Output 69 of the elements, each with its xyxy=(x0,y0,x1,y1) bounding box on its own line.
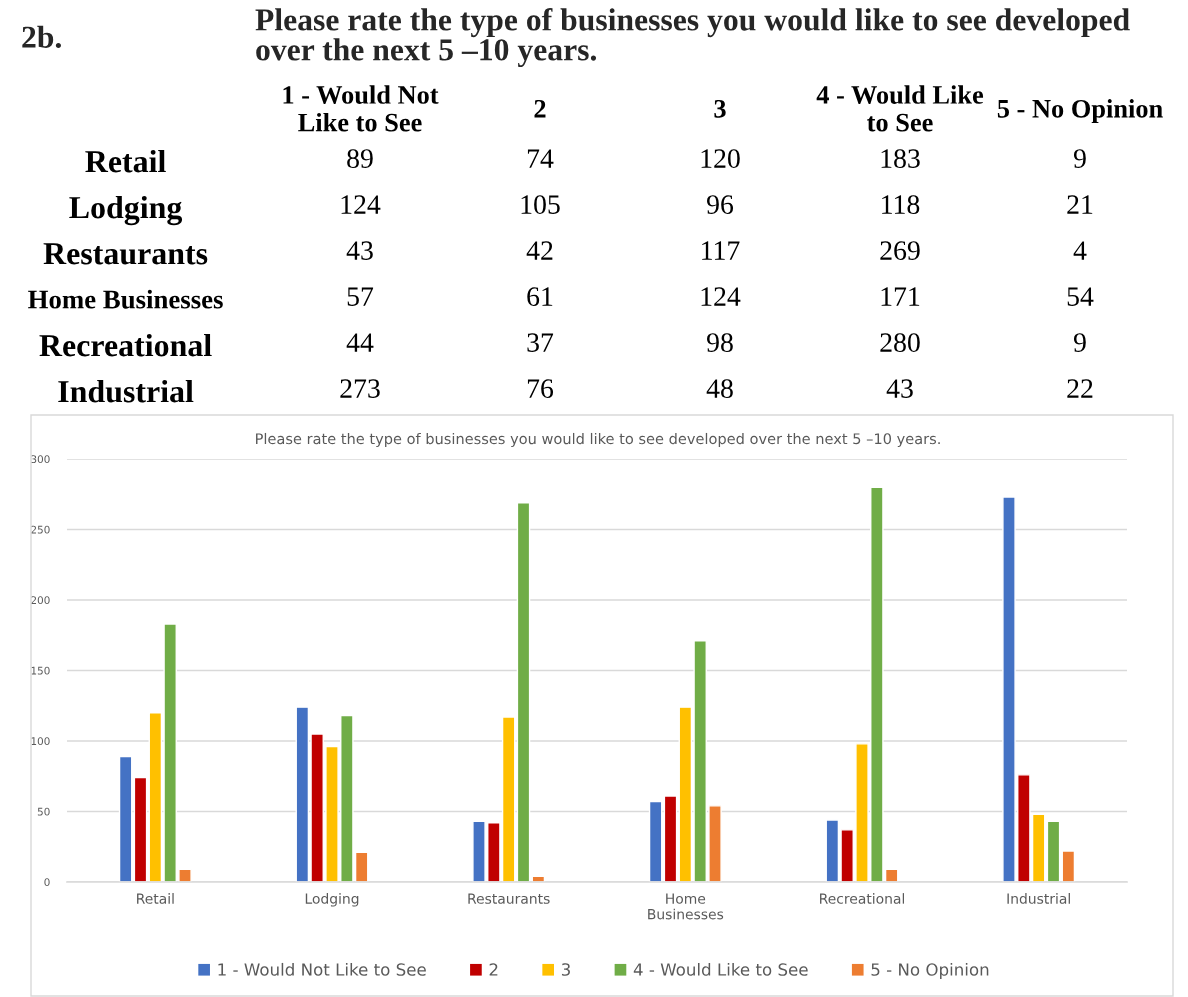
bar xyxy=(118,755,133,882)
data-label: 43 xyxy=(346,241,373,260)
bar xyxy=(516,502,531,882)
data-label: 21 xyxy=(1067,195,1093,214)
x-tick-label: 5 - No Opinion xyxy=(997,99,1163,124)
data-label: 183 xyxy=(881,149,920,168)
x-tick-label: Industrial xyxy=(1007,893,1070,904)
y-tick-label: 100 xyxy=(31,737,50,746)
y-tick-label: Home Businesses xyxy=(28,289,223,309)
bar xyxy=(1046,820,1061,882)
legend-label: 4 - Would Like to See xyxy=(633,962,808,976)
y-tick-label: 300 xyxy=(31,455,50,464)
x-tick-label: Recreational xyxy=(820,893,905,904)
data-label: 117 xyxy=(702,241,740,260)
y-tick-label: Retail xyxy=(85,149,166,173)
data-label: 48 xyxy=(706,379,733,398)
y-tick-label: Restaurants xyxy=(43,243,208,265)
data-label: 37 xyxy=(527,333,554,352)
data-label: 54 xyxy=(1067,287,1094,306)
data-label: 44 xyxy=(346,333,374,352)
data-label: 43 xyxy=(886,379,913,398)
data-label: 9 xyxy=(1073,149,1086,168)
data-label: 4 xyxy=(1073,241,1087,260)
data-label: 124 xyxy=(341,195,381,214)
chart-title: Please rate the type of businesses you would like to see developed over the next 5 –10 years. xyxy=(256,432,940,448)
bar xyxy=(663,795,678,882)
text: 2b. xyxy=(22,25,61,49)
legend-label: 3 xyxy=(561,963,570,976)
y-tick-label: Lodging xyxy=(69,195,183,226)
data-label: 105 xyxy=(521,195,560,214)
data-label: 89 xyxy=(347,149,373,168)
data-label: 96 xyxy=(707,195,734,214)
data-label: 118 xyxy=(882,195,920,214)
data-label: 269 xyxy=(880,241,920,260)
x-tick-label: 1 - Would Not Like to See xyxy=(283,85,439,132)
y-tick-label: 250 xyxy=(31,525,50,534)
x-tick-label: 4 - Would Like to See xyxy=(816,85,984,132)
legend-label: 2 xyxy=(489,963,498,976)
bar xyxy=(133,776,148,882)
data-label: 280 xyxy=(880,333,920,352)
data-label: 9 xyxy=(1073,333,1086,352)
data-label: 171 xyxy=(881,287,920,306)
y-tick-label: 150 xyxy=(31,666,50,675)
data-label: 42 xyxy=(526,241,553,260)
x-tick-label: 2 xyxy=(534,99,546,118)
y-tick-label: 200 xyxy=(31,596,50,605)
data-label: 22 xyxy=(1067,379,1093,398)
x-tick-label: 3 xyxy=(714,99,726,118)
data-label: 98 xyxy=(707,333,733,352)
data-label: 57 xyxy=(347,287,374,306)
legend-label: 1 - Would Not Like to See xyxy=(218,962,426,976)
data-label: 61 xyxy=(527,287,553,306)
y-tick-label: Recreational xyxy=(39,333,212,357)
data-label: 273 xyxy=(340,379,380,398)
legend-label: 5 - No Opinion xyxy=(871,962,989,980)
y-tick-label: Industrial xyxy=(58,379,194,403)
y-tick-label: 0 xyxy=(44,878,50,887)
y-tick-label: 50 xyxy=(37,807,50,816)
bar xyxy=(1061,850,1076,882)
data-label: 74 xyxy=(527,149,554,168)
x-tick-label: Restaurants xyxy=(468,893,550,904)
data-label: 76 xyxy=(527,379,554,398)
data-label: 124 xyxy=(701,287,741,306)
x-tick-label: Lodging xyxy=(305,893,359,907)
data-label: 120 xyxy=(701,149,740,168)
x-tick-label: Home Businesses xyxy=(648,893,724,920)
bar xyxy=(648,800,663,882)
chart-title: Please rate the type of businesses you would like to see developed over the next 5 –10 years. xyxy=(255,8,1130,68)
x-tick-label: Retail xyxy=(137,893,174,904)
